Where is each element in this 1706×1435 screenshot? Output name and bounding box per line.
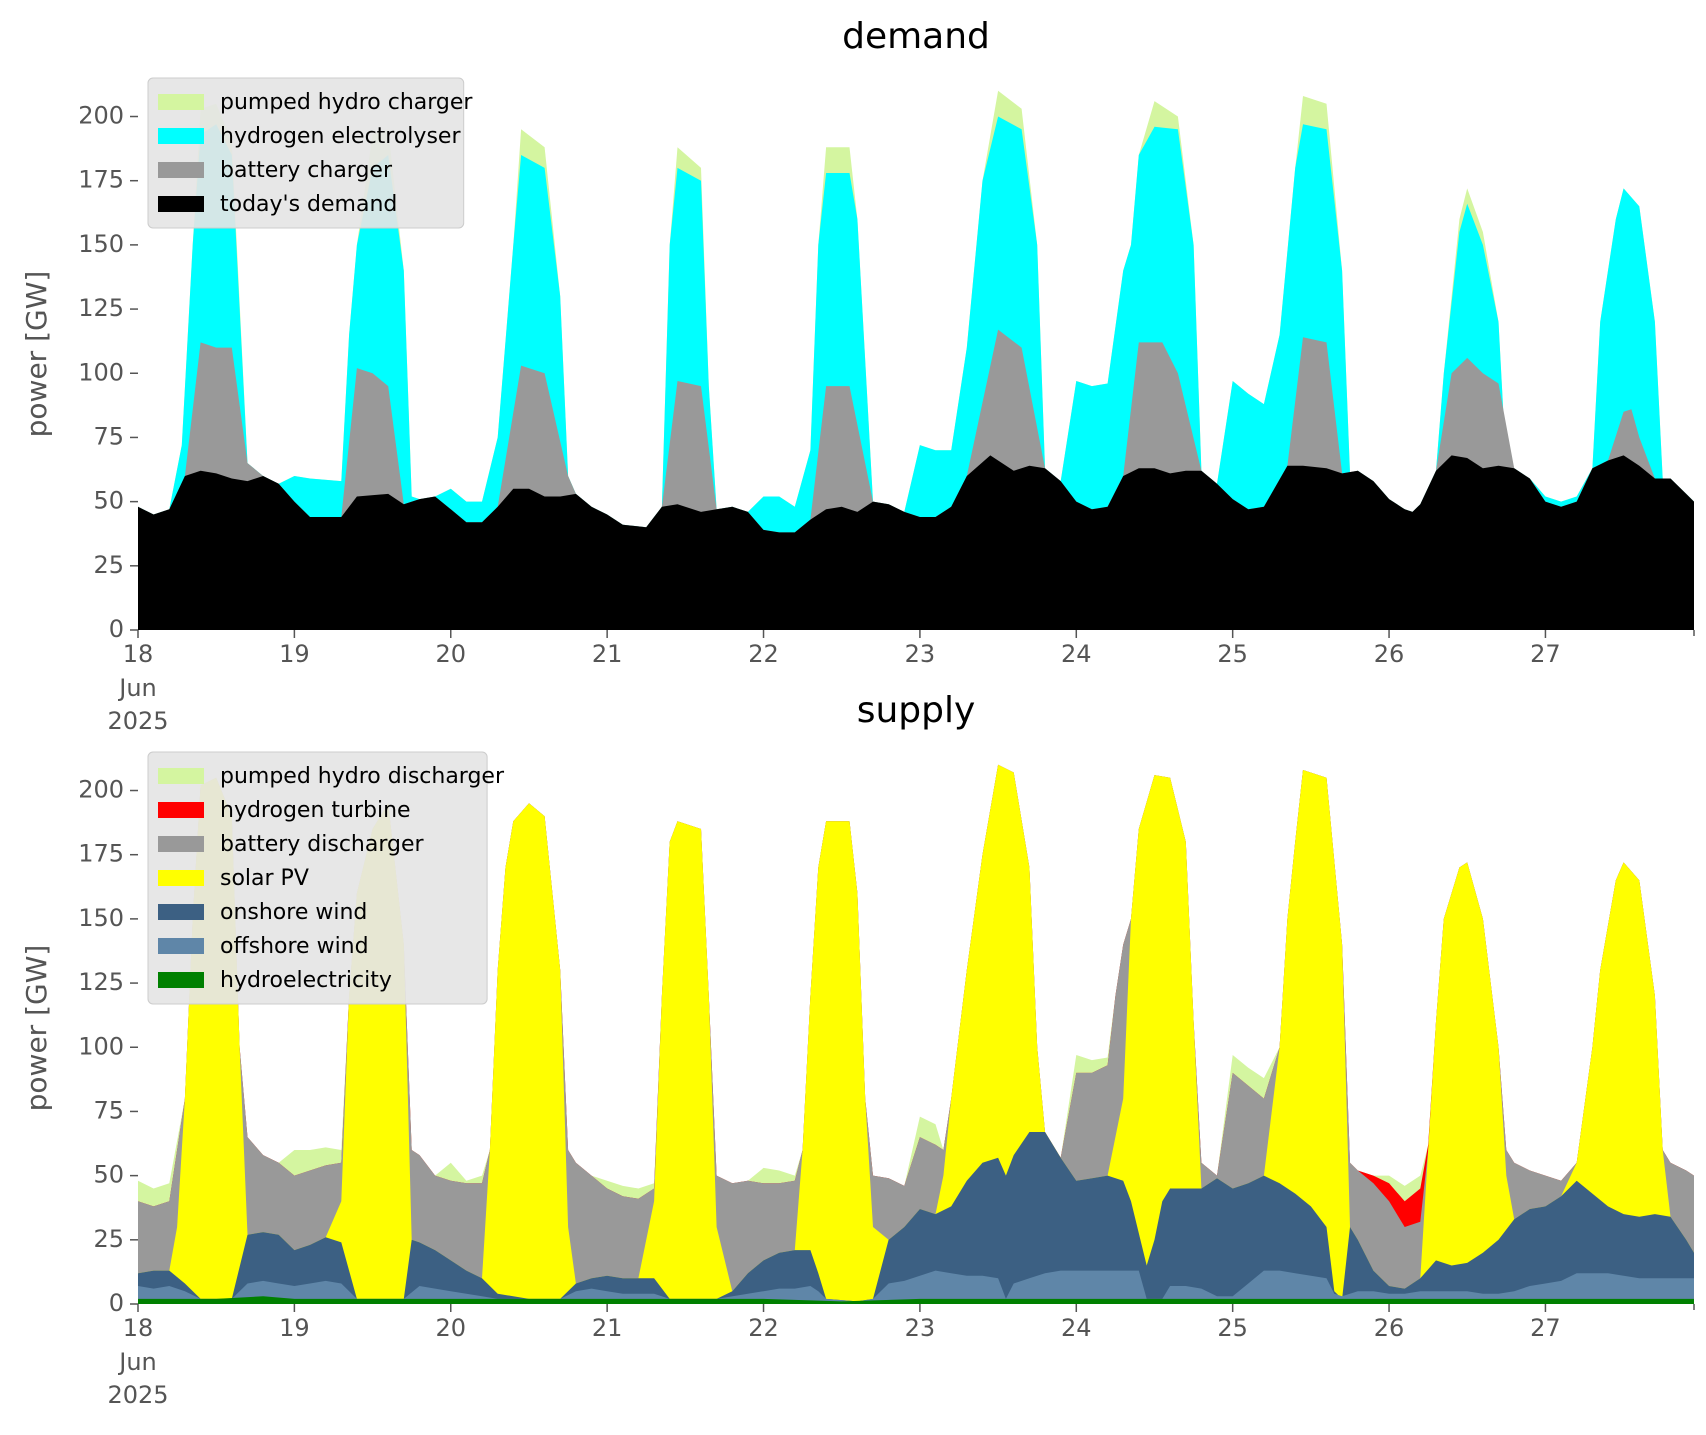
x-tick-label: 21 — [592, 640, 623, 668]
series-area-offshore-wind — [138, 1270, 1694, 1304]
series-area-hydroelectricity — [138, 1296, 1694, 1304]
x-tick-label: 19 — [279, 1314, 310, 1342]
chart-title: supply — [857, 690, 976, 731]
legend: pumped hydro discharger hydrogen turbine b… — [147, 751, 505, 1005]
x-tick-label: 23 — [905, 640, 936, 668]
legend-swatch-hydrogen-turbine — [158, 802, 204, 818]
legend-swatch-hydroelectricity — [158, 972, 204, 988]
legend-label: battery discharger — [220, 832, 425, 857]
legend-swatch-onshore-wind — [158, 904, 204, 920]
y-tick-label: 100 — [78, 1032, 124, 1060]
x-tick-label: 23 — [905, 1314, 936, 1342]
legend-swatch-hydrogen-electrolyser — [158, 128, 204, 144]
x-tick-sublabel: Jun — [117, 674, 157, 702]
legend-box — [147, 751, 488, 1005]
x-tick-label: 22 — [748, 640, 779, 668]
y-tick-label: 50 — [93, 487, 124, 515]
legend-label: offshore wind — [220, 934, 369, 959]
y-tick-label: 100 — [78, 358, 124, 386]
x-tick-label: 19 — [279, 640, 310, 668]
series-area-solar-pv — [138, 764, 1694, 1304]
legend-label: today's demand — [220, 192, 397, 217]
x-tick-label: 18 — [123, 640, 154, 668]
y-tick-label: 175 — [78, 840, 124, 868]
x-tick-label: 25 — [1217, 1314, 1248, 1342]
x-tick-label: 26 — [1374, 1314, 1405, 1342]
x-tick-sublabel: 2025 — [107, 707, 168, 735]
y-axis-label: power [GW] — [20, 271, 53, 438]
x-tick-label: 27 — [1530, 1314, 1561, 1342]
legend-label: hydroelectricity — [220, 968, 392, 993]
y-tick-label: 175 — [78, 166, 124, 194]
legend: pumped hydro charger hydrogen electrolyse… — [147, 77, 473, 229]
y-tick-label: 25 — [93, 551, 124, 579]
x-tick-label: 20 — [435, 1314, 466, 1342]
y-tick-label: 150 — [78, 230, 124, 258]
series-area-onshore-wind — [138, 1132, 1694, 1304]
legend-label: hydrogen electrolyser — [220, 124, 461, 149]
y-tick-label: 150 — [78, 904, 124, 932]
legend-label: battery charger — [220, 158, 393, 183]
legend-label: solar PV — [220, 866, 309, 891]
legend-box — [147, 77, 465, 229]
legend-label: hydrogen turbine — [220, 798, 411, 823]
x-tick-label: 25 — [1217, 640, 1248, 668]
legend-swatch-battery-discharger — [158, 836, 204, 852]
legend-swatch-pumped-hydro-discharger — [158, 768, 204, 784]
y-tick-label: 0 — [109, 1289, 124, 1317]
demand-chart: demand power [GW] 0 25 50 75 100 125 150 175 200 18… — [20, 16, 1695, 735]
y-tick-label: 125 — [78, 968, 124, 996]
y-tick-label: 0 — [109, 615, 124, 643]
legend-label: pumped hydro discharger — [220, 764, 505, 789]
series-area-today-s-demand — [138, 455, 1694, 630]
x-tick-label: 20 — [435, 640, 466, 668]
legend-swatch-pumped-hydro-charger — [158, 94, 204, 110]
y-tick-label: 75 — [93, 422, 124, 450]
x-tick-label: 24 — [1061, 1314, 1092, 1342]
y-tick-label: 125 — [78, 294, 124, 322]
y-axis-label: power [GW] — [20, 945, 53, 1112]
x-tick-label: 26 — [1374, 640, 1405, 668]
x-tick-sublabel: Jun — [117, 1348, 157, 1376]
chart-title: demand — [842, 16, 990, 57]
x-tick-label: 21 — [592, 1314, 623, 1342]
y-tick-label: 50 — [93, 1161, 124, 1189]
y-tick-label: 25 — [93, 1225, 124, 1253]
legend-swatch-offshore-wind — [158, 938, 204, 954]
x-tick-label: 24 — [1061, 640, 1092, 668]
y-tick-label: 200 — [78, 102, 124, 130]
x-tick-sublabel: 2025 — [107, 1381, 168, 1409]
legend-swatch-solar-pv — [158, 870, 204, 886]
legend-label: pumped hydro charger — [220, 90, 473, 115]
x-tick-label: 22 — [748, 1314, 779, 1342]
y-tick-label: 75 — [93, 1096, 124, 1124]
legend-swatch-battery-charger — [158, 162, 204, 178]
x-tick-label: 27 — [1530, 640, 1561, 668]
legend-label: onshore wind — [220, 900, 367, 925]
x-tick-label: 18 — [123, 1314, 154, 1342]
legend-swatch-today-s-demand — [158, 196, 204, 212]
supply-chart: supply power [GW] 0 25 50 75 100 125 150 175 200 18… — [20, 690, 1695, 1409]
y-tick-label: 200 — [78, 776, 124, 804]
